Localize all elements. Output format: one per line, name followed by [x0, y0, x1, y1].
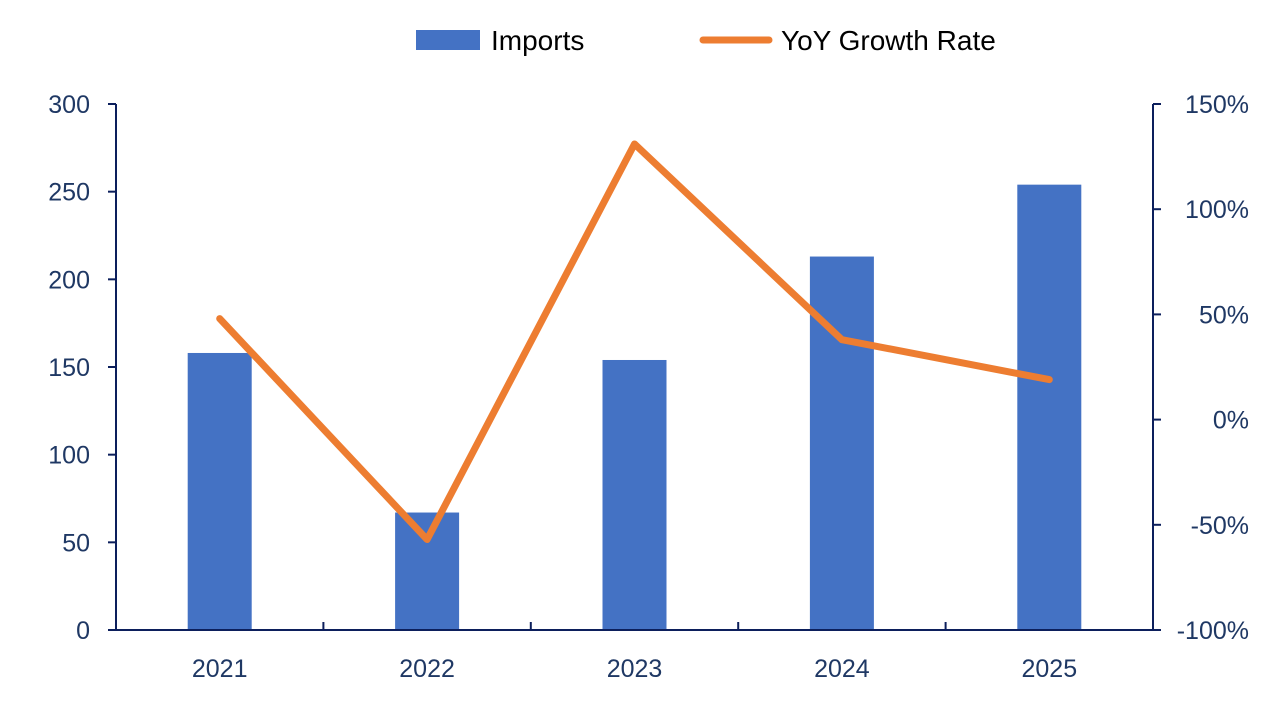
right-axis-tick-label: 0%: [1213, 407, 1249, 435]
x-axis-tick-label: 2023: [607, 655, 663, 683]
right-axis-tick-label: 150%: [1185, 91, 1249, 119]
legend-label-yoy-growth-rate: YoY Growth Rate: [781, 25, 996, 56]
right-axis-tick-labels: -100% -50% 0% 50% 100% 150%: [1177, 91, 1249, 645]
bar-imports-2023: [603, 360, 667, 630]
x-axis-tick-label: 2025: [1021, 655, 1077, 683]
right-axis-tick-label: 100%: [1185, 196, 1249, 224]
left-axis-tick-label: 50: [62, 529, 90, 557]
left-axis-tick-label: 200: [48, 266, 90, 294]
legend: Imports YoY Growth Rate: [416, 25, 996, 56]
bar-imports-2025: [1017, 185, 1081, 630]
x-axis-tick-labels: 2021 2022 2023 2024 2025: [192, 655, 1077, 683]
right-axis-tick-label: 50%: [1199, 301, 1249, 329]
x-axis-tick-label: 2022: [399, 655, 455, 683]
bar-imports-2021: [188, 353, 252, 630]
bar-imports-2022: [395, 513, 459, 630]
legend-label-imports: Imports: [491, 25, 584, 56]
bar-imports-2024: [810, 257, 874, 630]
left-axis-tick-label: 100: [48, 442, 90, 470]
x-axis-tick-label: 2024: [814, 655, 870, 683]
left-axis-tick-label: 250: [48, 179, 90, 207]
legend-swatch-imports: [416, 30, 480, 50]
left-axis-tick-label: 300: [48, 91, 90, 119]
right-axis-tick-label: -100%: [1177, 617, 1249, 645]
left-axis-tick-label: 0: [76, 617, 90, 645]
left-axis-tick-label: 150: [48, 354, 90, 382]
right-axis-tick-label: -50%: [1191, 512, 1249, 540]
x-axis-tick-label: 2021: [192, 655, 248, 683]
bar-series-imports: [188, 185, 1082, 630]
left-axis-tick-labels: 0 50 100 150 200 250 300: [48, 91, 90, 645]
